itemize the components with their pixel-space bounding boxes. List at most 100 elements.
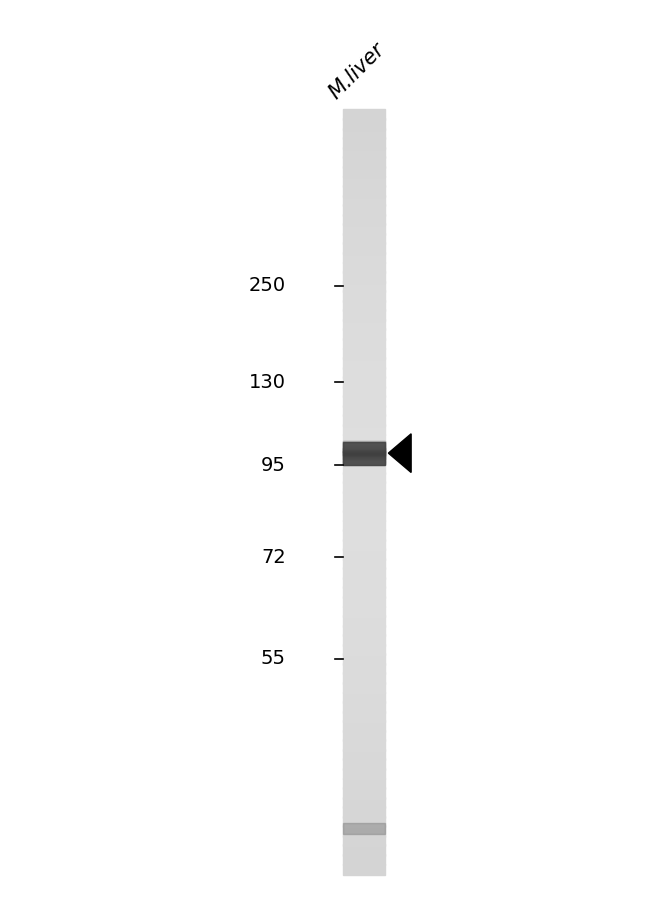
Bar [343,596,385,608]
Bar [343,825,385,836]
Bar [343,319,385,331]
Bar [343,624,385,636]
Text: M.liver: M.liver [325,40,389,103]
Bar [343,672,385,683]
Bar [343,233,385,244]
Bar [343,443,385,454]
Bar [343,357,385,368]
Bar [343,806,385,818]
Bar [343,787,385,799]
Bar [343,460,385,461]
Bar [343,454,385,456]
Bar [343,281,385,292]
Bar [343,740,385,751]
Text: 250: 250 [249,276,286,295]
Bar [343,262,385,273]
Text: 72: 72 [261,548,286,566]
Bar [343,367,385,378]
Bar [343,491,385,502]
Bar [343,777,385,789]
Bar [343,424,385,436]
Bar [343,414,385,426]
Bar [343,653,385,665]
Bar [343,472,385,484]
Bar [343,453,385,455]
Bar [343,864,385,875]
Bar [343,454,385,456]
Bar [343,405,385,416]
Text: 130: 130 [249,373,286,391]
Bar [343,577,385,589]
Bar [343,729,385,741]
Bar [343,606,385,617]
Bar [343,137,385,148]
Bar [343,446,385,448]
Bar [343,692,385,703]
Text: 95: 95 [261,456,286,474]
Bar [343,558,385,569]
Bar [343,587,385,598]
Bar [343,157,385,168]
Bar [343,462,385,464]
Bar [343,338,385,349]
Bar [343,271,385,283]
Text: 55: 55 [261,649,286,668]
Bar [343,510,385,521]
Bar [343,185,385,196]
Bar [343,223,385,235]
Bar [343,453,385,464]
Bar [343,644,385,655]
Bar [343,214,385,226]
Bar [343,711,385,722]
Bar [343,329,385,340]
Bar [343,452,385,454]
Bar [343,682,385,694]
Bar [343,720,385,731]
Bar [343,768,385,779]
Bar [343,444,385,446]
Bar [343,455,385,457]
Bar [343,854,385,866]
Bar [343,252,385,263]
Bar [343,845,385,856]
Bar [343,376,385,388]
Bar [343,635,385,646]
Bar [343,146,385,158]
Bar [343,500,385,512]
Bar [343,701,385,713]
Polygon shape [389,434,411,472]
Bar [343,460,385,462]
Bar [343,823,385,834]
Bar [343,434,385,445]
Bar [343,461,385,463]
Bar [343,548,385,560]
Bar [343,166,385,178]
Bar [343,463,385,464]
Bar [343,194,385,206]
Bar [343,128,385,139]
Bar [343,615,385,626]
Bar [343,449,385,451]
Bar [343,442,385,444]
Bar [343,386,385,397]
Bar [343,816,385,827]
Bar [343,462,385,473]
Bar [343,457,385,459]
Bar [343,456,385,458]
Bar [343,834,385,846]
Bar [343,441,385,443]
Bar [343,445,385,447]
Bar [343,440,385,442]
Bar [343,445,385,447]
Bar [343,442,385,464]
Bar [343,567,385,578]
Bar [343,447,385,449]
Bar [343,749,385,761]
Bar [343,450,385,452]
Bar [343,482,385,493]
Bar [343,539,385,550]
Bar [343,448,385,449]
Bar [343,449,385,451]
Bar [343,347,385,359]
Bar [343,519,385,530]
